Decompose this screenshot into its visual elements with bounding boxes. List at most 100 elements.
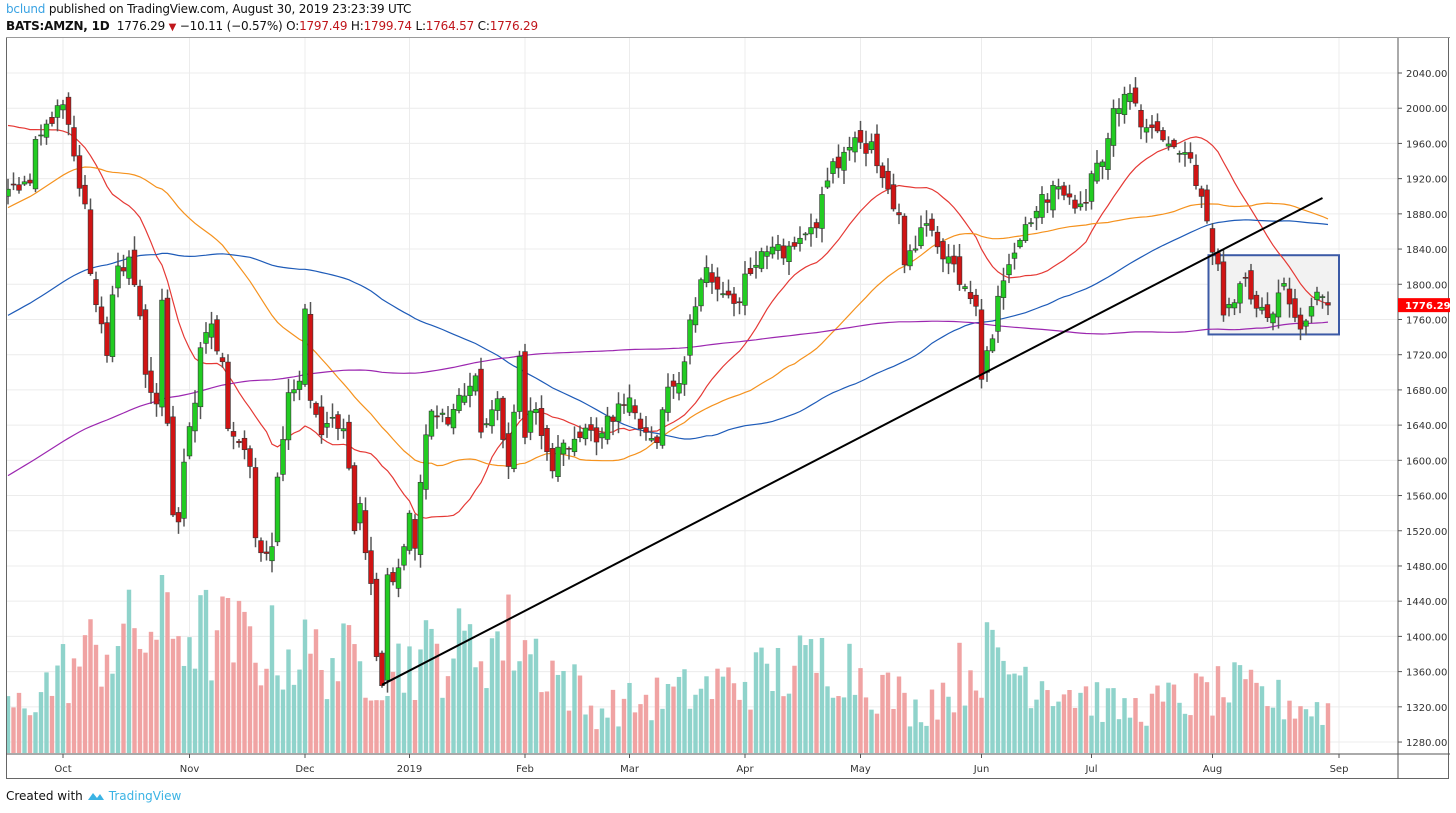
volume-bar (649, 720, 654, 753)
candle-body (142, 309, 149, 375)
candle-body (593, 427, 600, 443)
time-axis[interactable]: Oct Nov Dec 2019 Feb Mar Apr May Jun Jul Aug Sep (54, 754, 1348, 775)
candle (153, 383, 160, 417)
candle (71, 115, 77, 162)
candle-body (318, 406, 325, 436)
candle (379, 650, 385, 688)
volume-bar (170, 638, 176, 753)
candle (857, 120, 864, 149)
price-tick-label: 1800.00 (1406, 280, 1447, 291)
price-axis[interactable]: 2040.00 2000.00 1960.00 1920.00 1880.00 1840.… (1398, 69, 1451, 749)
candle (780, 238, 787, 265)
candle-body (1297, 314, 1304, 330)
volume-bar (1210, 715, 1215, 753)
candle (1231, 299, 1238, 316)
candle (1077, 191, 1084, 211)
candle-body (1083, 202, 1089, 204)
volume-bar (132, 628, 137, 753)
candle (27, 173, 33, 186)
candle (610, 414, 616, 436)
candle-body (995, 295, 1001, 332)
candle-body (274, 476, 281, 543)
candle (98, 296, 105, 334)
volume-bar (847, 643, 852, 753)
volume-bar (1221, 697, 1226, 753)
volume-bar (506, 594, 511, 753)
volume-bar (616, 726, 621, 753)
volume-bar (885, 672, 891, 753)
candle-body (1077, 203, 1084, 208)
candle-body (775, 244, 781, 251)
candle-body (76, 155, 83, 189)
volume-bar (71, 658, 77, 753)
candle-body (989, 338, 996, 352)
volume-bar (55, 665, 60, 753)
candle (423, 424, 429, 500)
candle (32, 136, 39, 193)
candle-body (901, 215, 908, 266)
candle-body (296, 380, 303, 390)
candle (1088, 170, 1095, 210)
volume-bar (1012, 673, 1017, 753)
volume-bar (209, 680, 214, 753)
candle-body (335, 414, 341, 429)
candle (654, 434, 660, 449)
price-tick-label: 1760.00 (1406, 315, 1447, 326)
candle (1138, 104, 1144, 140)
volume-bar (660, 708, 665, 753)
candle (1160, 127, 1166, 142)
candle (863, 130, 869, 167)
candle-body (505, 433, 512, 467)
volume-bar (704, 676, 709, 753)
tradingview-link[interactable]: TradingView (108, 789, 182, 803)
candle-body (1204, 189, 1210, 222)
volume-bar (836, 696, 841, 753)
candle (742, 261, 748, 316)
candle-body (945, 256, 952, 264)
candle-body (1132, 87, 1139, 104)
candle-body (747, 268, 754, 274)
candle-body (566, 447, 572, 450)
candle-body (186, 426, 193, 457)
candle-body (478, 368, 484, 433)
volume-bar (1309, 716, 1314, 753)
candle (747, 257, 754, 276)
candle (1209, 223, 1216, 266)
volume-bar (500, 660, 506, 753)
candle-body (1006, 264, 1012, 276)
candle (566, 446, 572, 460)
volume-bar (1243, 679, 1248, 753)
candle (703, 255, 710, 288)
candle (907, 244, 913, 271)
volume-bar (1204, 682, 1210, 753)
candle (280, 426, 286, 482)
volume-bar (742, 681, 748, 753)
candle (285, 378, 292, 450)
candle-body (280, 439, 286, 475)
candle (890, 173, 897, 212)
candle-body (159, 299, 165, 408)
candle-body (665, 386, 671, 413)
candle (318, 395, 325, 444)
candle-body (236, 440, 242, 444)
candle (637, 412, 644, 437)
volume-bar (1006, 674, 1012, 753)
candle-body (907, 250, 913, 267)
author-link[interactable]: bclund (6, 2, 46, 16)
volume-bar (1028, 708, 1034, 753)
volume-bar (715, 668, 720, 753)
volume-bar (346, 625, 352, 753)
candle (681, 356, 688, 396)
price-tick-label: 1560.00 (1406, 492, 1447, 503)
candle (879, 162, 886, 188)
volume-bar (214, 630, 220, 753)
candle (527, 397, 534, 441)
volume-bar (1133, 698, 1138, 753)
low-label: L: (415, 19, 426, 33)
candle-body (1066, 193, 1073, 198)
candle-body (197, 347, 204, 408)
volume-bar (418, 649, 423, 753)
candle-body (461, 395, 468, 403)
candle-body (571, 438, 578, 453)
